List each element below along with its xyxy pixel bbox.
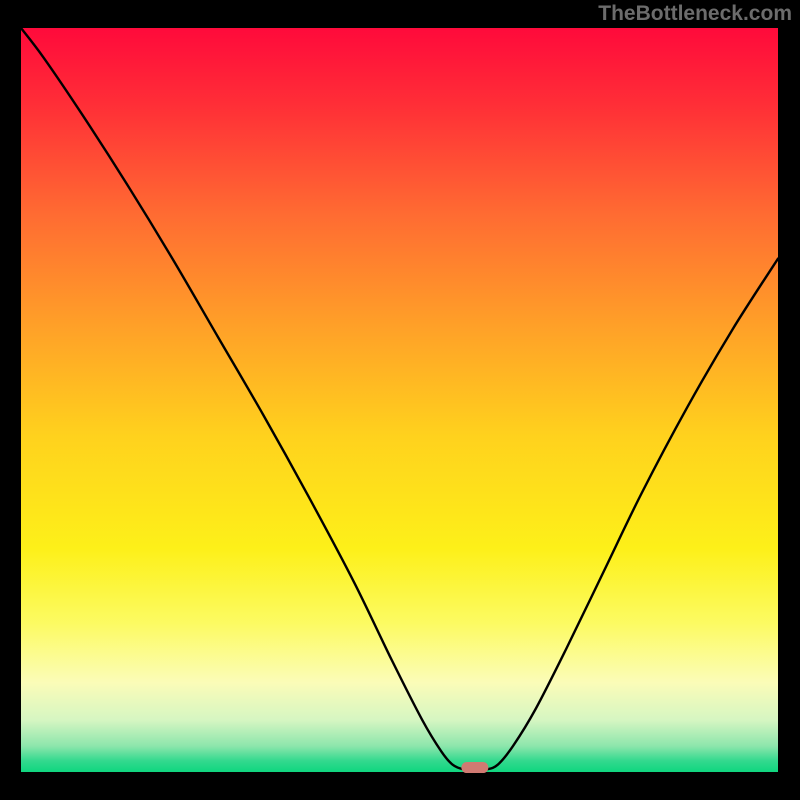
chart-container: TheBottleneck.com [0,0,800,800]
plot-area [21,28,778,772]
optimal-marker [462,762,489,774]
bottleneck-curve [21,28,778,772]
watermark-text: TheBottleneck.com [598,2,792,26]
